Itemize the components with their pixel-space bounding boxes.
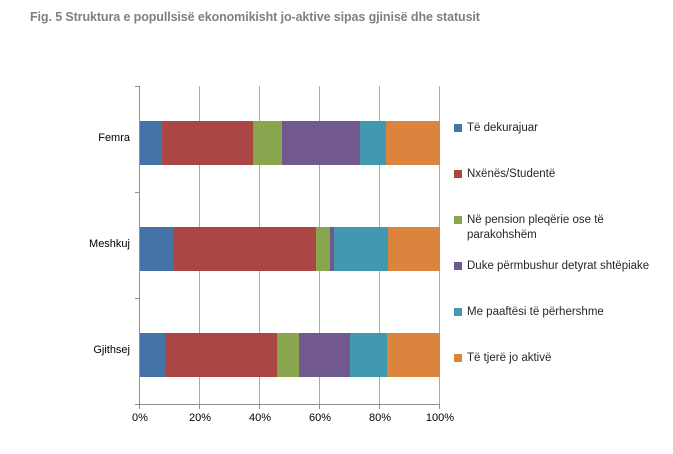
x-axis-tick: [199, 404, 200, 409]
y-axis-tick: [135, 404, 140, 405]
legend-label: Të tjerë jo aktivë: [467, 352, 552, 364]
legend-label: Me paaftësi të përhershme: [467, 306, 604, 318]
legend-label: Në pension pleqërie ose të parakohshëm: [467, 214, 604, 241]
bar-row: [140, 333, 440, 377]
bar-segment: [349, 333, 387, 377]
bar-segment: [252, 121, 282, 165]
x-axis-tick-label: 60%: [308, 412, 332, 424]
category-label: Meshkuj: [89, 238, 130, 250]
bar-segment: [386, 333, 440, 377]
legend-label: Të dekurajuar: [467, 122, 538, 134]
x-axis-tick: [379, 404, 380, 409]
x-axis-tick-label: 80%: [368, 412, 392, 424]
bar-segment: [329, 227, 334, 271]
legend-item: Me paaftësi të përhershme: [454, 305, 604, 320]
x-axis-tick-label: 40%: [248, 412, 272, 424]
legend-item: Të dekurajuar: [454, 121, 538, 136]
bar-segment: [387, 227, 440, 271]
plot-area: 0% 20% 40% 60% 80% 100% Femra Meshkuj Gjithsej: [89, 86, 454, 424]
bar-segment: [161, 121, 253, 165]
legend-item: Nxënës/Studentë: [454, 167, 555, 182]
bar-segment: [140, 333, 167, 377]
bar-row: [140, 121, 440, 165]
y-axis-tick: [135, 86, 140, 87]
legend: Të dekurajuar Nxënës/Studentë Në pension p…: [454, 121, 662, 401]
x-axis-tick: [319, 404, 320, 409]
bar-segment: [277, 333, 299, 377]
y-axis-tick: [135, 192, 140, 193]
figure-title: Fig. 5 Struktura e popullsisë ekonomikis…: [30, 10, 480, 24]
legend-swatch: [454, 124, 462, 132]
legend-swatch: [454, 216, 462, 224]
legend-item: Duke përmbushur detyrat shtëpiake: [454, 259, 649, 274]
bar-segment: [298, 333, 350, 377]
category-label: Femra: [98, 132, 130, 144]
y-axis-tick: [135, 298, 140, 299]
legend-item: Të tjerë jo aktivë: [454, 351, 551, 366]
legend-item: Në pension pleqërie ose të parakohshëm: [454, 213, 662, 243]
legend-swatch: [454, 354, 462, 362]
x-axis-tick-label: 0%: [132, 412, 148, 424]
legend-swatch: [454, 262, 462, 270]
legend-label: Duke përmbushur detyrat shtëpiake: [467, 260, 650, 272]
bar-segment: [385, 121, 440, 165]
bar-row: [140, 227, 440, 271]
legend-label: Nxënës/Studentë: [467, 168, 556, 180]
bar-segment: [359, 121, 386, 165]
bar-segment: [315, 227, 330, 271]
bar-segment: [173, 227, 316, 271]
bar-segment: [140, 227, 174, 271]
legend-swatch: [454, 308, 462, 316]
bar-segment: [140, 121, 162, 165]
x-axis-tick-label: 20%: [188, 412, 212, 424]
x-axis-tick: [139, 404, 140, 409]
bar-segment: [333, 227, 388, 271]
category-label: Gjithsej: [93, 344, 130, 356]
x-axis-tick: [439, 404, 440, 409]
x-axis-tick-label: 100%: [425, 412, 455, 424]
legend-swatch: [454, 170, 462, 178]
bar-segment: [166, 333, 278, 377]
x-axis-tick: [259, 404, 260, 409]
bar-segment: [281, 121, 360, 165]
